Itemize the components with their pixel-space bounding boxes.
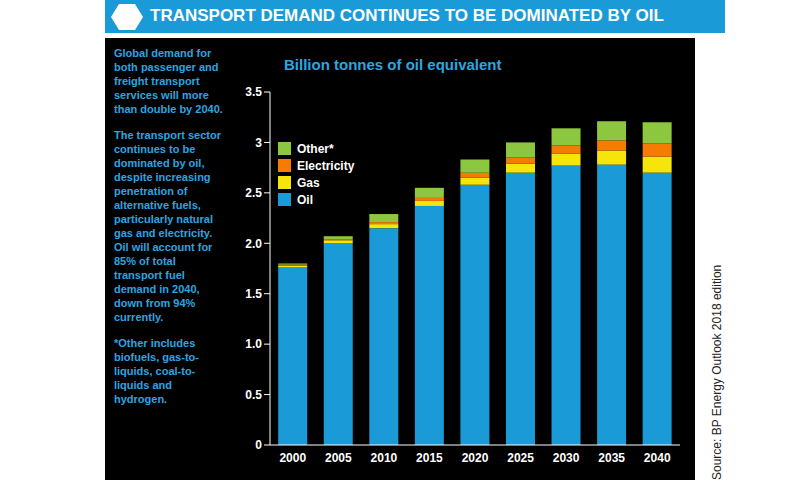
svg-text:0: 0 — [255, 438, 262, 452]
svg-text:0.5: 0.5 — [245, 388, 262, 402]
svg-text:2020: 2020 — [462, 451, 489, 465]
html-text:*Other includes biofuels, gas-: *Other includes biofuels, gas-to-liquids… — [114, 337, 199, 405]
html-text:Global demand for both passeng: Global demand for both passenger and fre… — [114, 47, 223, 115]
html-text:TRANSPORT DEMAND CONTINUES TO: TRANSPORT DEMAND CONTINUES TO BE DOMINAT… — [150, 6, 664, 25]
svg-text:1.0: 1.0 — [245, 337, 262, 351]
html-text:Source: BP Energy Outlook 2018: Source: BP Energy Outlook 2018 edition — [710, 264, 724, 480]
html-text:Billion tonnes of oil equivale: Billion tonnes of oil equivalent — [284, 56, 502, 73]
svg-text:1.5: 1.5 — [245, 287, 262, 301]
svg-text:2035: 2035 — [598, 451, 625, 465]
html-text:Gas: Gas — [297, 175, 320, 190]
svg-text:2.0: 2.0 — [245, 237, 262, 251]
svg-text:2000: 2000 — [279, 451, 306, 465]
svg-text:2025: 2025 — [507, 451, 534, 465]
svg-text:2.5: 2.5 — [245, 186, 262, 200]
html-text:Other*: Other* — [297, 141, 334, 156]
svg-text:2040: 2040 — [644, 451, 671, 465]
svg-text:2015: 2015 — [416, 451, 443, 465]
svg-text:2030: 2030 — [553, 451, 580, 465]
svg-text:2010: 2010 — [371, 451, 398, 465]
html-text:The transport sector continues: The transport sector continues to be dom… — [114, 129, 221, 323]
svg-text:3.5: 3.5 — [245, 85, 262, 99]
html-text:Electricity: Electricity — [297, 158, 355, 173]
svg-text:3: 3 — [255, 136, 262, 150]
html-text:Oil: Oil — [297, 192, 313, 207]
svg-text:2005: 2005 — [325, 451, 352, 465]
